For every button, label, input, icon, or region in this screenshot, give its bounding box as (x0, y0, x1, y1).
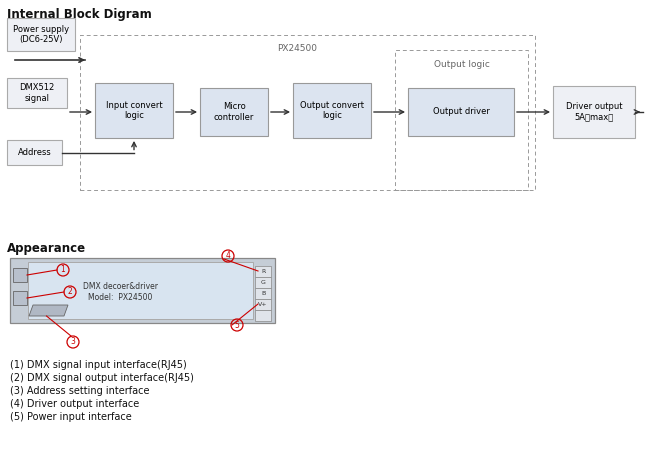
Bar (80, 35, 535, 190)
Bar (408, 88, 514, 136)
Bar (293, 83, 371, 138)
Text: Address: Address (17, 148, 52, 157)
Bar (255, 266, 271, 277)
Text: DMX decoer&driver: DMX decoer&driver (83, 282, 158, 291)
Text: Output convert
logic: Output convert logic (300, 101, 364, 120)
Text: (1) DMX signal input interface(RJ45): (1) DMX signal input interface(RJ45) (10, 360, 187, 370)
Polygon shape (29, 305, 68, 316)
Text: Model:  PX24500: Model: PX24500 (89, 293, 152, 302)
Text: 2: 2 (68, 288, 72, 297)
Bar (255, 310, 271, 321)
Text: Output logic: Output logic (433, 60, 490, 69)
Bar (7, 140, 62, 165)
Bar (255, 288, 271, 299)
Bar (553, 86, 635, 138)
Bar (255, 299, 271, 310)
Text: B: B (261, 291, 265, 296)
Text: Appearance: Appearance (7, 242, 86, 255)
Bar (13, 268, 27, 282)
Text: DMX512
signal: DMX512 signal (19, 83, 55, 103)
Text: (2) DMX signal output interface(RJ45): (2) DMX signal output interface(RJ45) (10, 373, 194, 383)
Text: (4) Driver output interface: (4) Driver output interface (10, 399, 140, 409)
Bar (95, 83, 173, 138)
Bar (10, 258, 275, 323)
Bar (255, 277, 271, 288)
Text: Internal Block Digram: Internal Block Digram (7, 8, 152, 21)
Text: (3) Address setting interface: (3) Address setting interface (10, 386, 149, 396)
Text: V+: V+ (258, 302, 267, 307)
Text: 5: 5 (234, 320, 240, 329)
Bar (7, 78, 67, 108)
Text: PX24500: PX24500 (278, 44, 317, 53)
Bar (200, 88, 268, 136)
Text: R: R (261, 269, 265, 274)
Text: Input convert
logic: Input convert logic (106, 101, 162, 120)
Bar (7, 18, 75, 51)
Bar (13, 291, 27, 305)
Text: Driver output
5A（max）: Driver output 5A（max） (566, 102, 622, 121)
Text: Output driver: Output driver (433, 107, 490, 116)
Bar (395, 50, 528, 190)
Text: 3: 3 (70, 338, 76, 347)
Text: G: G (260, 280, 266, 285)
Text: Micro
controller: Micro controller (214, 102, 254, 121)
Text: 4: 4 (225, 252, 231, 261)
Text: Power supply
(DC6-25V): Power supply (DC6-25V) (13, 25, 69, 44)
Text: (5) Power input interface: (5) Power input interface (10, 412, 132, 422)
Bar (28, 262, 253, 319)
Text: 1: 1 (61, 266, 65, 274)
